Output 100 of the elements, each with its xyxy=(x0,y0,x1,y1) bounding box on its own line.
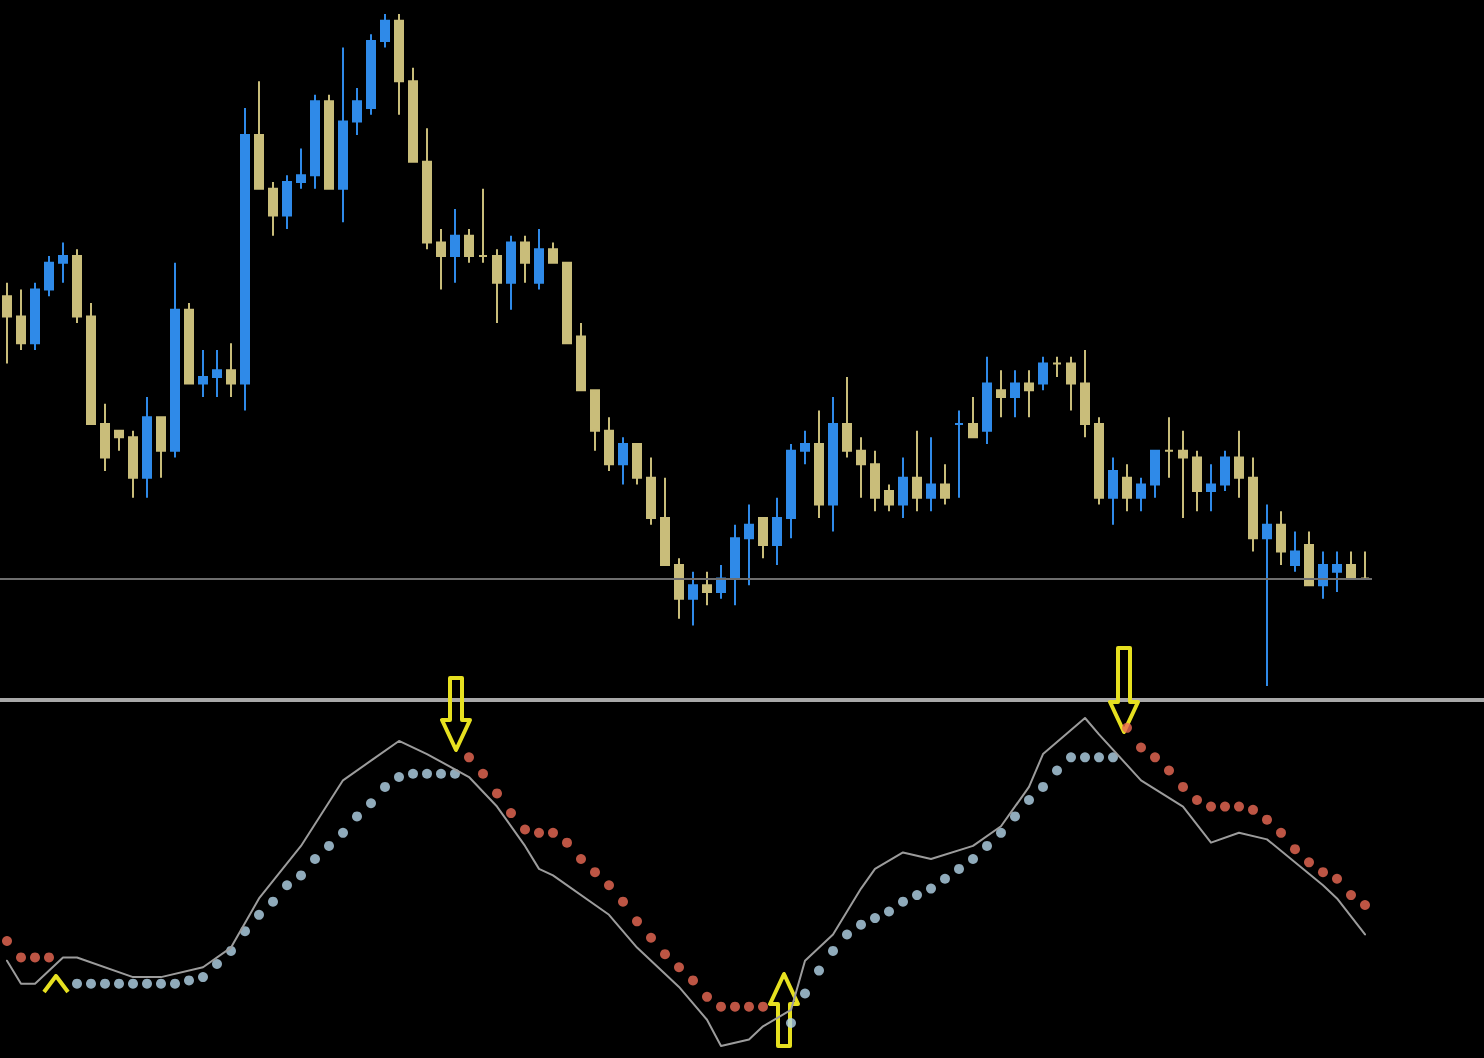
point xyxy=(842,929,852,940)
point xyxy=(562,837,572,848)
candlestick xyxy=(44,254,54,298)
candlestick xyxy=(884,483,894,513)
candlestick xyxy=(86,301,96,425)
point xyxy=(1150,752,1160,763)
candlestick xyxy=(632,443,642,486)
point xyxy=(254,909,264,920)
point xyxy=(534,827,544,838)
point xyxy=(1206,801,1216,812)
point xyxy=(478,768,488,779)
candlestick xyxy=(1206,463,1216,513)
point xyxy=(296,870,306,881)
point xyxy=(1318,867,1328,878)
candlestick xyxy=(576,322,586,392)
point xyxy=(996,827,1006,838)
candlestick xyxy=(618,436,628,486)
candlestick xyxy=(926,436,936,513)
candlestick xyxy=(828,396,838,533)
candlestick xyxy=(604,416,614,472)
candlestick xyxy=(968,396,978,439)
candlestick xyxy=(814,409,824,519)
point xyxy=(940,873,950,884)
candlestick xyxy=(1080,349,1090,439)
point xyxy=(310,854,320,865)
point xyxy=(604,880,614,891)
candlestick xyxy=(58,241,68,284)
candlestick xyxy=(590,389,600,452)
candlestick xyxy=(142,396,152,499)
point xyxy=(716,1001,726,1012)
candlestick xyxy=(1346,550,1356,580)
point xyxy=(212,959,222,969)
candlestick xyxy=(2,281,12,365)
point xyxy=(1052,765,1062,776)
candlestick xyxy=(548,241,558,264)
candlestick xyxy=(1192,449,1202,513)
candlestick xyxy=(114,429,124,452)
point xyxy=(1276,827,1286,838)
point xyxy=(436,768,446,779)
point xyxy=(282,880,292,891)
candlestick xyxy=(954,409,964,499)
point xyxy=(198,972,208,983)
point xyxy=(926,883,936,894)
point xyxy=(688,975,698,986)
point xyxy=(2,936,12,947)
point xyxy=(800,988,810,999)
candlestick xyxy=(1178,429,1188,519)
candlestick xyxy=(16,288,26,351)
candlestick xyxy=(226,342,236,399)
candlestick xyxy=(338,46,348,224)
point xyxy=(646,932,656,943)
candlestick xyxy=(296,147,306,190)
point xyxy=(492,788,502,799)
point xyxy=(30,952,40,963)
point xyxy=(968,854,978,865)
point xyxy=(758,1001,768,1012)
point xyxy=(548,827,558,838)
candlestick xyxy=(1220,449,1230,493)
candlestick xyxy=(100,402,110,472)
candlestick xyxy=(800,429,810,466)
point xyxy=(1024,795,1034,805)
point xyxy=(1360,899,1370,910)
candlestick xyxy=(1276,510,1286,567)
candlestick xyxy=(212,349,222,399)
candlestick xyxy=(72,248,82,325)
point xyxy=(828,945,838,956)
point xyxy=(590,867,600,878)
point xyxy=(128,978,138,989)
candlestick xyxy=(1108,456,1118,526)
candlestick xyxy=(702,570,712,607)
point xyxy=(352,811,362,822)
point xyxy=(1136,742,1146,753)
candlestick xyxy=(1360,550,1370,580)
point xyxy=(422,768,432,779)
candlestick xyxy=(268,181,278,237)
candlestick xyxy=(492,248,502,325)
candlestick xyxy=(450,207,460,284)
candlestick xyxy=(660,476,670,567)
point xyxy=(394,772,404,783)
point xyxy=(618,896,628,907)
point xyxy=(86,978,96,989)
point xyxy=(338,827,348,838)
point xyxy=(156,978,166,989)
candlestick xyxy=(240,107,250,412)
candlestick xyxy=(30,281,40,351)
candlestick xyxy=(674,557,684,620)
candlestick xyxy=(730,523,740,607)
point xyxy=(170,978,180,989)
candlestick xyxy=(156,416,166,479)
point xyxy=(954,863,964,874)
point xyxy=(856,919,866,930)
point xyxy=(506,808,516,819)
point xyxy=(1248,804,1258,815)
point xyxy=(100,978,110,989)
candlestick xyxy=(380,13,390,49)
point xyxy=(1290,844,1300,855)
point xyxy=(660,949,670,960)
candlestick xyxy=(1304,530,1314,587)
point xyxy=(730,1001,740,1012)
candlestick xyxy=(1052,355,1062,378)
